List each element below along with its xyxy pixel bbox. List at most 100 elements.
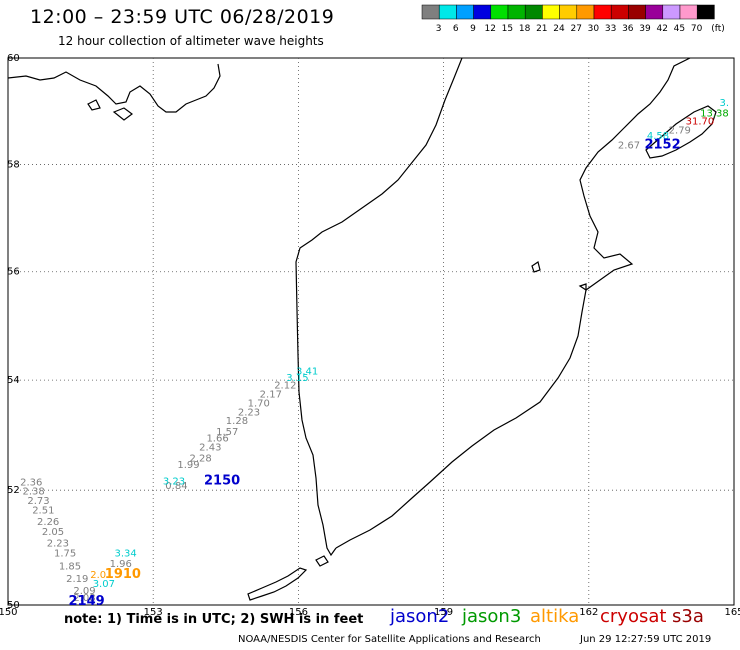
color-scale-label: 36: [622, 24, 634, 34]
swh-value: 2.23: [47, 538, 69, 549]
swh-value: 1.54: [37, 0, 59, 3]
kuril-islands: [247, 567, 308, 601]
swh-value: 2.12: [274, 380, 296, 391]
color-scale-label: 3: [436, 24, 442, 34]
shantar-island: [112, 107, 133, 121]
lat-label: 58: [7, 159, 20, 170]
color-scale-label: 45: [674, 24, 685, 34]
islet-2: [578, 283, 587, 292]
color-scale-label: 39: [639, 24, 651, 34]
pass-number: 1910: [105, 567, 141, 582]
pass-number: 1909: [119, 0, 155, 4]
color-scale-label: 6: [453, 24, 459, 34]
swh-value: 3.15: [286, 373, 308, 384]
swh-value: 2.09: [73, 586, 95, 597]
swh-value: 1.75: [54, 549, 76, 560]
color-scale-label: 15: [502, 24, 513, 34]
color-scale-label: 33: [605, 24, 616, 34]
swh-value: 3.07: [93, 579, 115, 590]
shantar-island-2: [87, 99, 101, 111]
swh-value: 3.34: [114, 549, 136, 560]
swh-value: 3.: [719, 98, 729, 109]
swh-value: 2.79: [669, 126, 691, 137]
swh-value: 2.43: [56, 0, 78, 3]
lon-label: 153: [144, 607, 163, 618]
swh-value: 13.38: [700, 108, 729, 119]
swh-value: 1.57: [216, 427, 238, 438]
map-frame: [7, 57, 735, 606]
credit-line: NOAA/NESDIS Center for Satellite Applica…: [238, 634, 541, 645]
swh-value: 2.2: [105, 0, 121, 3]
swh-value: 1.85: [59, 561, 81, 572]
color-scale-bar: 3 6 9 12 15 18 21 24 27 30 33 36 39 42 45 70 (ft): [421, 4, 725, 34]
lon-label: 162: [579, 607, 598, 618]
swh-value: 31.70: [686, 116, 715, 127]
swh-value: 2.0: [90, 570, 106, 581]
satellite-jason2: jason2: [390, 606, 450, 627]
lon-label: 165: [724, 607, 740, 618]
color-scale-label: 21: [536, 24, 547, 34]
map-title: 12:00 – 23:59 UTC 06/28/2019: [30, 6, 335, 28]
lat-label: 50: [7, 600, 20, 611]
kamchatka-west-coast: [295, 58, 463, 557]
coastline: [8, 58, 717, 601]
satellite-jason3: jason3: [462, 606, 522, 627]
lon-label: 159: [434, 607, 453, 618]
altimeter-tracks: 0.843.231.992.282.431.661.571.282.231.70…: [20, 0, 729, 605]
swh-value: 1.96: [110, 559, 132, 570]
swh-value: 2.26: [37, 517, 59, 528]
swh-value: 2.67: [618, 140, 640, 151]
swh-value: 2.28: [190, 453, 212, 464]
swh-value: 2.38: [23, 487, 45, 498]
color-scale-label: 9: [470, 24, 476, 34]
swh-value: 2.11: [47, 0, 69, 3]
kuril-island-small: [315, 555, 329, 567]
swh-value: 2.17: [260, 390, 282, 401]
color-swatch-16: [696, 4, 715, 20]
color-scale-label: 12: [484, 24, 495, 34]
lat-label: 56: [7, 267, 20, 278]
satellite-cryosat: cryosat: [600, 606, 667, 627]
swh-value: 1.28: [226, 416, 248, 427]
color-scale-label: 30: [588, 24, 600, 34]
north-coast: [8, 63, 221, 113]
satellite-s3a: s3a: [672, 606, 704, 627]
color-scale-label: 42: [656, 24, 667, 34]
lon-label: 156: [289, 607, 308, 618]
lat-label: 60: [7, 53, 20, 64]
swh-value: 1.99: [177, 460, 199, 471]
lon-label: 150: [0, 607, 18, 618]
color-scale-label: 24: [553, 24, 565, 34]
swh-value: 4.58: [647, 131, 669, 142]
swh-value: 2.19: [66, 574, 88, 585]
swh-value: 2.39: [90, 0, 112, 3]
color-scale-label: 70: [691, 24, 703, 34]
color-scale-label: 18: [519, 24, 531, 34]
axis-labels: 150 153 156 159 162 165 60 58 56 54 52 50: [0, 53, 740, 618]
pass-number: 2150: [204, 474, 240, 489]
lat-label: 54: [7, 375, 20, 386]
satellite-altika: altika: [530, 606, 580, 627]
color-scale-label: 27: [570, 24, 581, 34]
swh-value: 2.23: [238, 408, 260, 419]
swh-value: 0.84: [165, 481, 187, 492]
swh-value: 2.05: [42, 527, 64, 538]
kamchatka-east-coast: [335, 58, 691, 549]
swh-value: 2.09: [78, 0, 100, 3]
color-scale-unit: (ft): [711, 24, 725, 34]
commander-islet: [531, 261, 541, 273]
swh-value: 2.51: [32, 506, 54, 517]
lat-label: 52: [7, 485, 20, 496]
swh-value: 0.89: [71, 0, 93, 3]
pass-number: 2152: [644, 137, 680, 152]
swh-value: 3.23: [163, 477, 185, 488]
karaginsky-island: [645, 105, 717, 159]
swh-value: 2.08: [73, 593, 95, 604]
swh-value: 1.66: [206, 433, 228, 444]
swh-value: 2.36: [20, 478, 42, 489]
swh-value: 2.73: [27, 496, 49, 507]
swh-value: 1.70: [248, 398, 270, 409]
timestamp: Jun 29 12:27:59 UTC 2019: [580, 634, 712, 645]
swh-value: 2.43: [199, 442, 221, 453]
